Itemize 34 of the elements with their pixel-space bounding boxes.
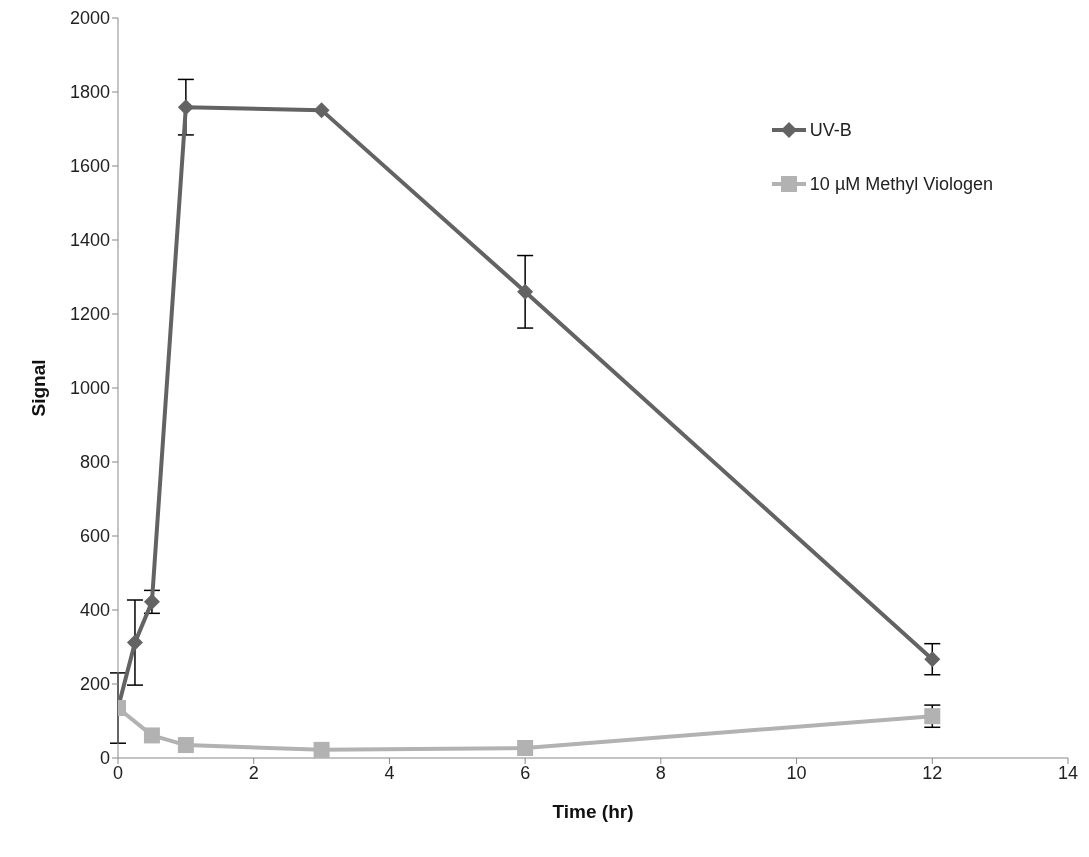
legend-label: UV-B — [809, 119, 852, 141]
y-axis-title: Signal — [27, 359, 49, 417]
y-tick-label: 1000 — [69, 378, 110, 399]
point — [143, 727, 160, 744]
x-tick-label: 2 — [248, 762, 259, 783]
x-tick-label: 12 — [922, 762, 943, 783]
point — [313, 741, 330, 758]
point — [924, 651, 941, 668]
y-tick-label: 2000 — [69, 8, 110, 29]
y-tick-label: 1200 — [69, 304, 110, 325]
x-tick-label: 14 — [1057, 762, 1079, 783]
x-tick-label: 8 — [655, 762, 666, 783]
y-tick-label: 0 — [99, 748, 110, 769]
x-tick-label: 0 — [112, 762, 124, 783]
legend-label: 10 µM Methyl Viologen — [809, 173, 993, 195]
point — [177, 99, 194, 116]
y-tick-label: 200 — [79, 674, 110, 695]
point — [126, 634, 143, 651]
x-tick-label: 4 — [384, 762, 395, 783]
y-tick-label: 600 — [79, 526, 110, 547]
point — [924, 708, 941, 725]
y-tick-label: 1600 — [69, 156, 110, 177]
x-tick-label: 10 — [786, 762, 807, 783]
point — [143, 593, 160, 610]
point — [517, 283, 534, 300]
point — [313, 102, 330, 119]
point — [177, 737, 194, 754]
y-tick-label: 400 — [79, 600, 110, 621]
point — [517, 740, 534, 757]
x-axis-title: Time (hr) — [552, 801, 634, 822]
y-tick-label: 1400 — [69, 230, 110, 251]
y-tick-label: 1800 — [69, 82, 110, 103]
x-tick-label: 6 — [520, 762, 531, 783]
y-tick-label: 800 — [79, 452, 110, 473]
